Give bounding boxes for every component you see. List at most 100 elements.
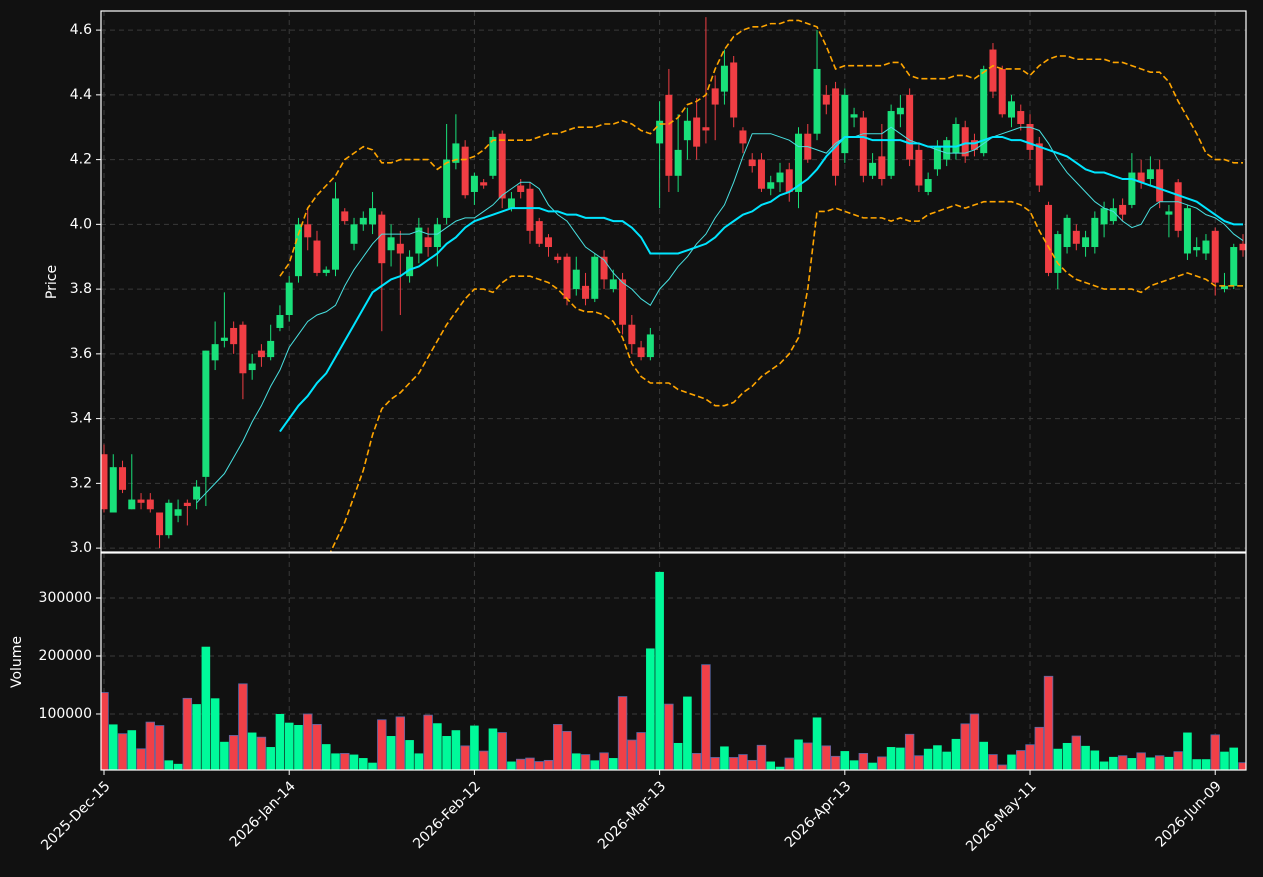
candle-body bbox=[693, 117, 701, 147]
volume-bar bbox=[516, 758, 526, 770]
volume-bar bbox=[154, 725, 165, 770]
candle-body bbox=[628, 324, 636, 345]
candle-body bbox=[1017, 111, 1025, 124]
y-tick-label: 3.4 bbox=[70, 411, 92, 427]
candle-body bbox=[480, 182, 488, 186]
volume-bar bbox=[1117, 755, 1128, 770]
volume-bar bbox=[933, 745, 942, 770]
volume-bar bbox=[775, 766, 785, 770]
volume-bar bbox=[923, 748, 933, 770]
candle-body bbox=[415, 227, 423, 254]
volume-bar bbox=[683, 696, 692, 770]
candle-body bbox=[1137, 172, 1145, 183]
volume-bar bbox=[488, 728, 498, 770]
volume-bar bbox=[284, 722, 294, 770]
volume-bar bbox=[220, 741, 229, 770]
candle-body bbox=[591, 256, 599, 299]
plot-area bbox=[101, 553, 1246, 770]
volume-bar bbox=[821, 745, 831, 770]
volume-bar bbox=[710, 757, 720, 770]
candle-body bbox=[276, 315, 284, 328]
candle-body bbox=[248, 363, 256, 371]
volume-bar bbox=[173, 763, 183, 770]
candle-body bbox=[359, 217, 367, 225]
volume-bar bbox=[988, 754, 998, 770]
candle-body bbox=[554, 256, 562, 260]
volume-bar bbox=[1201, 759, 1211, 770]
candle-body bbox=[165, 502, 173, 536]
volume-bar bbox=[1109, 756, 1118, 770]
candle-body bbox=[350, 224, 358, 244]
candle-body bbox=[1230, 247, 1238, 286]
candle-body bbox=[813, 68, 821, 134]
candle-body bbox=[174, 509, 182, 516]
candle-body bbox=[1072, 230, 1080, 244]
candle-body bbox=[1220, 285, 1228, 290]
volume-bar bbox=[340, 753, 350, 770]
candle-body bbox=[785, 169, 793, 192]
volume-bar bbox=[896, 747, 905, 770]
volume-bar bbox=[747, 759, 757, 770]
volume-bar bbox=[543, 759, 554, 770]
volume-bar bbox=[942, 751, 951, 770]
volume-bar bbox=[247, 732, 257, 770]
candle-body bbox=[1100, 208, 1108, 225]
volume-bar bbox=[358, 758, 368, 770]
candle-body bbox=[1202, 240, 1210, 254]
y-tick-label: 300000 bbox=[39, 590, 92, 606]
y-tick-label: 3.8 bbox=[70, 281, 92, 297]
candle-body bbox=[572, 269, 580, 290]
candle-body bbox=[128, 499, 136, 510]
candle-body bbox=[711, 88, 719, 105]
volume-bar bbox=[164, 760, 174, 770]
candle-body bbox=[1146, 169, 1154, 180]
candle-body bbox=[869, 162, 877, 176]
candle-body bbox=[369, 208, 377, 225]
candle-body bbox=[101, 454, 108, 510]
volume-bar bbox=[784, 757, 794, 770]
y-axis-label: Price bbox=[44, 265, 60, 299]
volume-bar bbox=[210, 698, 220, 770]
volume-bar bbox=[331, 753, 340, 770]
candle-body bbox=[1128, 172, 1136, 205]
candle-body bbox=[285, 282, 293, 316]
candle-body bbox=[211, 344, 219, 361]
volume-bar bbox=[201, 646, 211, 770]
candle-body bbox=[507, 198, 515, 209]
candle-body bbox=[943, 140, 951, 160]
candle-body bbox=[406, 256, 414, 277]
volume-bar bbox=[673, 742, 683, 770]
volume-bar bbox=[590, 760, 600, 770]
volume-bar bbox=[664, 703, 674, 770]
candle-body bbox=[322, 269, 330, 273]
volume-bar bbox=[256, 736, 267, 770]
candle-body bbox=[952, 123, 960, 154]
candle-body bbox=[535, 221, 543, 244]
volume-bar bbox=[562, 730, 572, 770]
candle-body bbox=[915, 149, 923, 186]
candle-body bbox=[980, 68, 988, 154]
volume-bar bbox=[766, 761, 776, 770]
volume-bar bbox=[1053, 748, 1063, 770]
candle-body bbox=[433, 224, 441, 248]
indicator-line bbox=[279, 19, 1243, 277]
candle-body bbox=[202, 350, 210, 477]
volume-bar bbox=[691, 753, 702, 770]
volume-bar bbox=[386, 736, 396, 770]
volume-bar bbox=[1238, 762, 1246, 770]
volume-bar bbox=[228, 735, 239, 770]
candle-body bbox=[832, 88, 840, 176]
candle-body bbox=[1082, 237, 1090, 248]
candle-body bbox=[257, 350, 265, 358]
candle-body bbox=[452, 143, 460, 163]
candle-body bbox=[767, 182, 775, 189]
volume-bar bbox=[830, 755, 841, 770]
candle-body bbox=[544, 237, 552, 248]
volume-bar bbox=[646, 648, 655, 770]
volume-bar bbox=[738, 754, 748, 770]
volume-bar bbox=[951, 738, 961, 770]
candle-body bbox=[332, 198, 340, 270]
candle-body bbox=[961, 127, 969, 157]
candle-body bbox=[1193, 247, 1201, 251]
candle-body bbox=[720, 65, 728, 92]
